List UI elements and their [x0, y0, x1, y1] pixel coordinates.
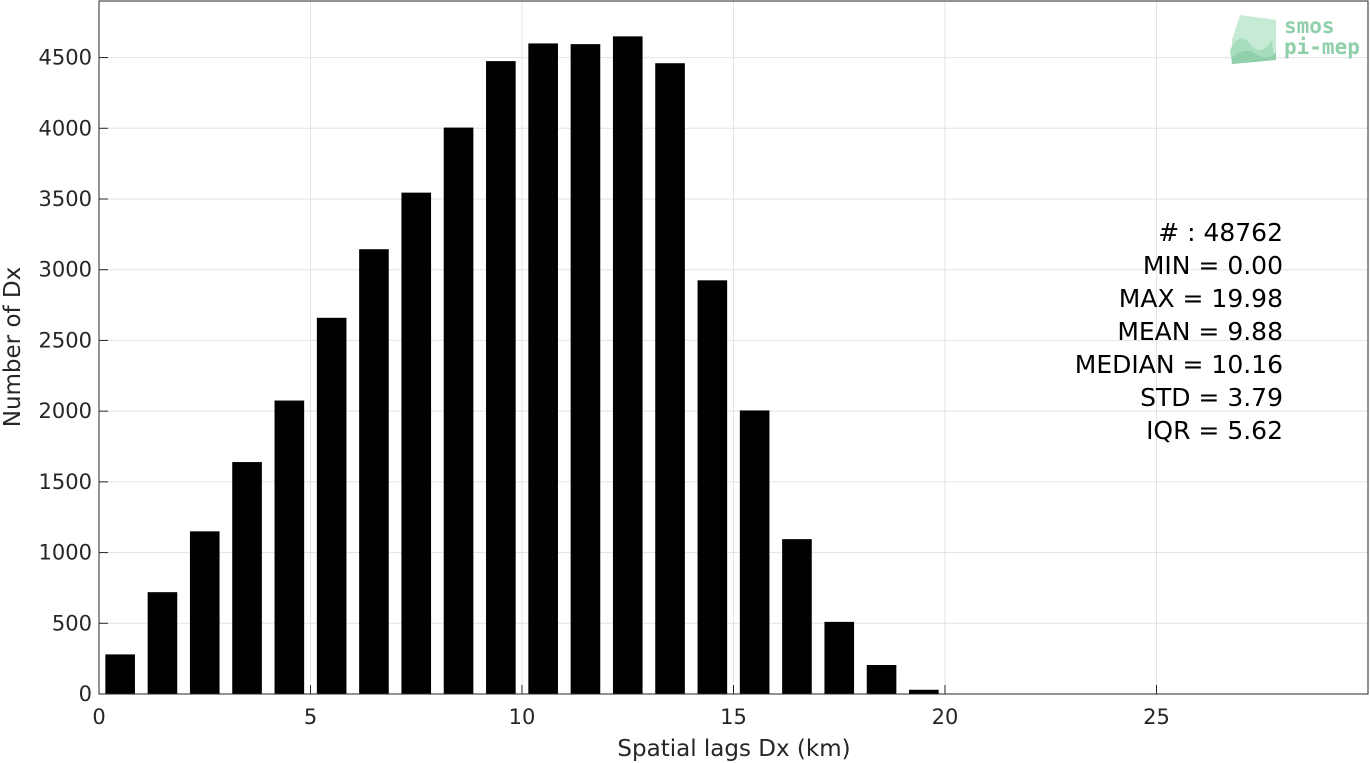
histogram-bar: [697, 280, 728, 694]
stats-iqr: IQR = 5.62: [1146, 416, 1283, 445]
y-tick-label: 2000: [39, 399, 92, 423]
x-tick-label: 25: [1143, 705, 1170, 729]
histogram-bar: [232, 462, 262, 694]
histogram-bar: [443, 127, 474, 695]
histogram-bar: [274, 400, 305, 694]
histogram-bar: [866, 665, 897, 694]
x-tick-label: 10: [509, 705, 536, 729]
histogram-bar: [359, 249, 389, 694]
x-axis-title: Spatial lags Dx (km): [617, 736, 850, 762]
stats-mean: MEAN = 9.88: [1117, 317, 1283, 346]
histogram-bar: [147, 592, 178, 694]
x-tick-label: 20: [932, 705, 959, 729]
histogram-bar: [612, 36, 643, 695]
stats-max: MAX = 19.98: [1119, 284, 1283, 313]
histogram-bar: [105, 654, 135, 694]
logo-text-pimep: pi-mep: [1284, 35, 1360, 59]
y-tick-label: 4500: [39, 46, 92, 70]
stats-annotation: # : 48762 MIN = 0.00 MAX = 19.98 MEAN = …: [1075, 218, 1283, 445]
grid-lines: [99, 1, 1368, 694]
histogram-bar: [909, 689, 939, 694]
stats-count: # : 48762: [1158, 218, 1283, 247]
histogram-bar: [824, 621, 855, 694]
x-tick-label: 15: [720, 705, 747, 729]
histogram-bar: [782, 539, 812, 694]
histogram-bar: [401, 192, 432, 694]
stats-min: MIN = 0.00: [1143, 251, 1283, 280]
histogram-bar: [739, 410, 770, 694]
x-tick-label: 0: [92, 705, 105, 729]
y-tick-label: 1000: [39, 541, 92, 565]
y-tick-label: 0: [79, 682, 92, 706]
logo-text-smos: smos: [1284, 14, 1335, 38]
axis-ticks: 0 5 10 15 20 25 0 500 1000 1500 2000 2500 3000 3500 40…: [39, 46, 1170, 729]
histogram-bar: [316, 317, 347, 694]
y-axis-title: Number of Dx: [0, 267, 26, 428]
y-tick-label: 1500: [39, 470, 92, 494]
y-tick-label: 500: [52, 611, 92, 635]
stats-std: STD = 3.79: [1140, 383, 1283, 412]
smos-pimep-logo: smos pi-mep: [1230, 14, 1360, 64]
histogram-bar: [655, 63, 685, 694]
y-tick-label: 4000: [39, 116, 92, 140]
stats-median: MEDIAN = 10.16: [1075, 350, 1283, 379]
smos-pimep-logo-icon: [1230, 15, 1276, 64]
x-tick-label: 5: [304, 705, 317, 729]
histogram-bar: [570, 44, 601, 694]
bars: [105, 36, 939, 695]
histogram-bar: [189, 531, 220, 694]
histogram-bar: [528, 43, 558, 694]
y-tick-label: 3000: [39, 258, 92, 282]
histogram-bar: [486, 61, 516, 695]
y-tick-label: 3500: [39, 187, 92, 211]
y-tick-label: 2500: [39, 328, 92, 352]
